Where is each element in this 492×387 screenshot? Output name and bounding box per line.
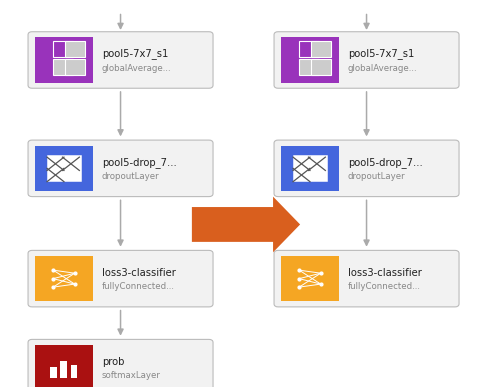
- Polygon shape: [192, 197, 300, 252]
- Text: softmaxLayer: softmaxLayer: [102, 371, 161, 380]
- FancyBboxPatch shape: [35, 345, 93, 387]
- FancyBboxPatch shape: [274, 140, 459, 197]
- FancyBboxPatch shape: [35, 256, 93, 301]
- Text: prob: prob: [102, 356, 124, 366]
- Text: pool5-7x7_s1: pool5-7x7_s1: [348, 48, 414, 59]
- FancyBboxPatch shape: [45, 153, 83, 183]
- FancyBboxPatch shape: [291, 264, 329, 294]
- Text: globalAverage...: globalAverage...: [348, 63, 418, 72]
- Text: globalAverage...: globalAverage...: [102, 63, 172, 72]
- Text: loss3-classifier: loss3-classifier: [102, 267, 176, 277]
- FancyBboxPatch shape: [274, 32, 459, 88]
- Text: dropoutLayer: dropoutLayer: [102, 172, 159, 181]
- FancyBboxPatch shape: [28, 140, 213, 197]
- FancyBboxPatch shape: [51, 367, 58, 378]
- FancyBboxPatch shape: [45, 264, 83, 294]
- Text: fullyConnected...: fullyConnected...: [102, 282, 175, 291]
- Text: loss3-classifier: loss3-classifier: [348, 267, 422, 277]
- FancyBboxPatch shape: [45, 353, 83, 383]
- FancyBboxPatch shape: [35, 146, 93, 191]
- FancyBboxPatch shape: [281, 146, 339, 191]
- FancyBboxPatch shape: [274, 250, 459, 307]
- FancyBboxPatch shape: [65, 41, 85, 57]
- FancyBboxPatch shape: [65, 59, 85, 75]
- FancyBboxPatch shape: [311, 59, 331, 75]
- FancyBboxPatch shape: [53, 41, 72, 57]
- FancyBboxPatch shape: [28, 339, 213, 387]
- Text: pool5-drop_7...: pool5-drop_7...: [348, 157, 423, 168]
- FancyBboxPatch shape: [299, 41, 318, 57]
- Text: fullyConnected...: fullyConnected...: [348, 282, 421, 291]
- FancyBboxPatch shape: [281, 37, 339, 83]
- FancyBboxPatch shape: [281, 256, 339, 301]
- FancyBboxPatch shape: [299, 59, 318, 75]
- FancyBboxPatch shape: [28, 250, 213, 307]
- Text: pool5-7x7_s1: pool5-7x7_s1: [102, 48, 168, 59]
- FancyBboxPatch shape: [70, 365, 77, 378]
- FancyBboxPatch shape: [61, 361, 67, 378]
- FancyBboxPatch shape: [28, 32, 213, 88]
- FancyBboxPatch shape: [35, 37, 93, 83]
- FancyBboxPatch shape: [311, 41, 331, 57]
- Text: dropoutLayer: dropoutLayer: [348, 172, 405, 181]
- Text: pool5-drop_7...: pool5-drop_7...: [102, 157, 177, 168]
- FancyBboxPatch shape: [291, 153, 329, 183]
- FancyBboxPatch shape: [53, 59, 72, 75]
